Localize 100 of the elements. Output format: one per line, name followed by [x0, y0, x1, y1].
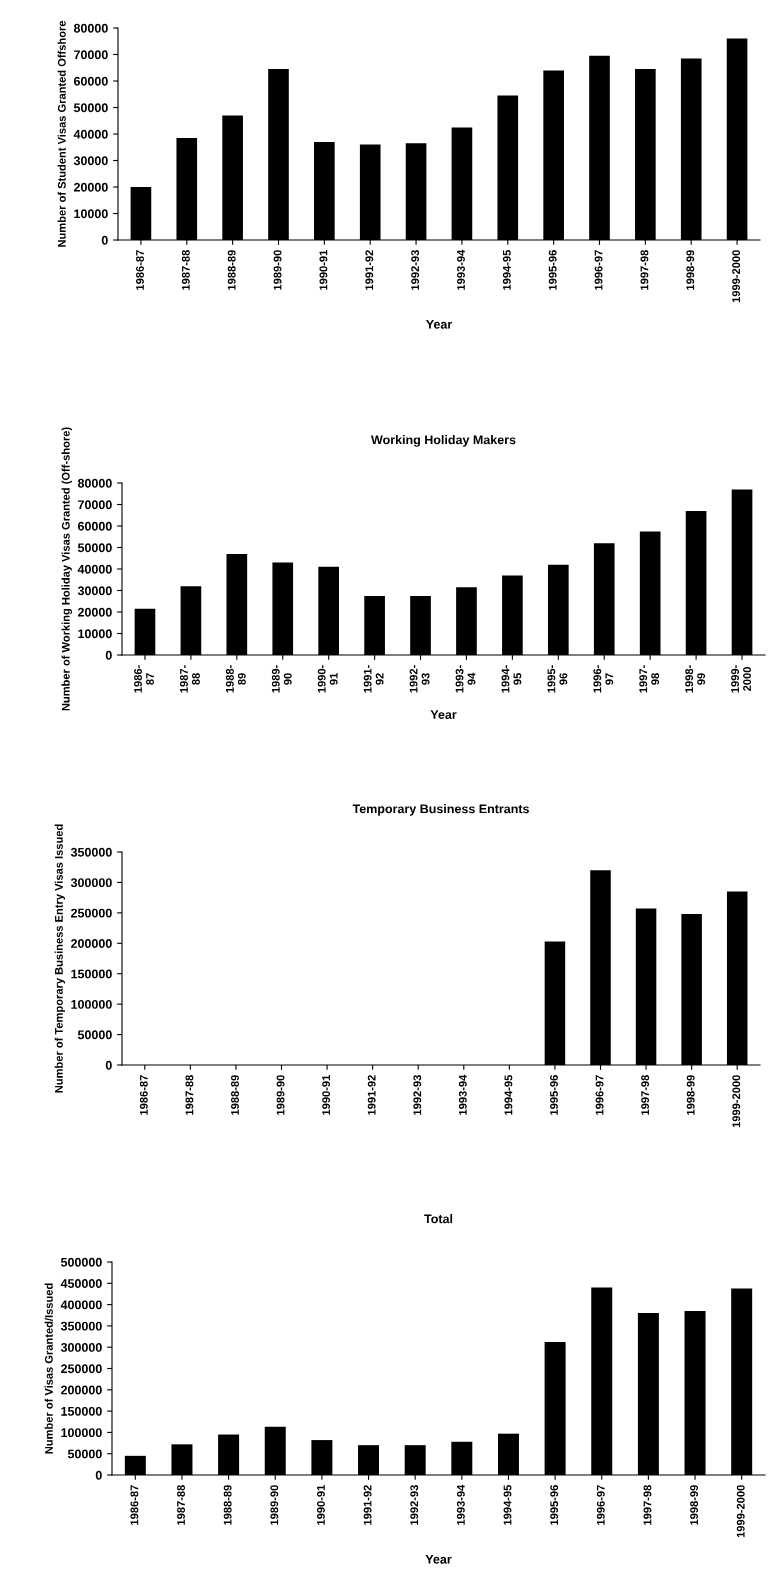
x-tick-label: 1991-92: [367, 1075, 376, 1115]
x-tick-label: 1992- 93: [409, 665, 430, 693]
x-tick-label: 1996-97: [596, 1485, 605, 1525]
y-tick-label: 20000: [73, 182, 108, 192]
x-tick-label: 1991-92: [363, 1485, 372, 1525]
x-tick-label: 1988-89: [227, 250, 236, 290]
x-tick-label: 1986-87: [139, 1075, 148, 1115]
y-tick-label: 60000: [73, 76, 108, 86]
x-tick-label: 1997-98: [643, 1485, 652, 1525]
y-tick-label: 150000: [61, 1406, 102, 1416]
x-tick-label: 1986-87: [130, 1485, 139, 1525]
x-tick-label: 1995- 96: [547, 665, 568, 693]
x-tick-label: 1996- 97: [593, 665, 614, 693]
x-tick-label: 1993-94: [456, 1484, 465, 1525]
x-axis-title: Year: [425, 1554, 452, 1564]
y-tick-label: 200000: [61, 1385, 102, 1395]
y-tick-label: 50000: [67, 1449, 102, 1459]
x-tick-label: 1989-90: [276, 1075, 285, 1115]
x-tick-label: 1989-90: [273, 250, 282, 290]
y-tick-label: 70000: [78, 500, 112, 510]
x-tick-label: 1986- 87: [134, 665, 154, 693]
x-tick-label: 1990-91: [317, 1485, 325, 1525]
x-axis-title: Year: [426, 319, 453, 329]
x-tick-label: 1990-91: [322, 1075, 331, 1115]
y-tick-label: 40000: [77, 564, 112, 574]
chart-title: Temporary Business Entrants: [352, 804, 529, 816]
x-tick-label: 1992-93: [411, 250, 420, 290]
y-tick-label: 150000: [71, 969, 112, 979]
y-tick-label: 200000: [71, 939, 112, 948]
x-tick-label: 1996-97: [594, 250, 603, 290]
x-tick-label: 1997-98: [641, 1075, 650, 1115]
x-tick-label: 1994- 95: [501, 665, 522, 693]
x-tick-label: 1997- 98: [639, 665, 660, 693]
y-tick-label: 70000: [74, 50, 108, 60]
x-tick-label: 1990-91: [319, 250, 328, 290]
x-tick-label: 1989- 90: [271, 665, 292, 693]
y-tick-label: 80000: [77, 478, 112, 488]
y-tick-label: 10000: [74, 209, 108, 219]
y-tick-label: 250000: [71, 908, 112, 918]
x-tick-label: 1986-87: [136, 250, 144, 290]
chart-title: Total: [424, 1214, 453, 1224]
y-tick-label: 350000: [60, 1321, 102, 1331]
x-tick-label: 1992-93: [413, 1075, 422, 1115]
y-tick-label: 0: [105, 1060, 112, 1070]
x-tick-label: 1993-94: [457, 249, 465, 290]
y-tick-label: 30000: [77, 586, 112, 596]
y-axis-title: Number of Student Visas Granted Offshore: [57, 20, 66, 247]
x-tick-label: 1995-96: [550, 1075, 558, 1115]
y-tick-label: 300000: [70, 878, 112, 888]
x-tick-label: 1995-96: [548, 250, 557, 290]
x-tick-label: 1999-2000: [732, 1075, 741, 1128]
x-tick-label: 1987-88: [185, 1075, 194, 1115]
x-tick-label: 1998-99: [686, 250, 695, 290]
y-axis-title: Number of Working Holiday Visas Granted (Off-shore): [61, 427, 72, 711]
x-tick-label: 1988-89: [231, 1075, 239, 1115]
x-tick-label: 1987-88: [181, 250, 190, 290]
y-tick-label: 350000: [70, 847, 112, 857]
x-tick-label: 1994-95: [502, 250, 511, 290]
x-tick-label: 1994-95: [503, 1485, 512, 1525]
y-tick-label: 10000: [78, 629, 112, 639]
x-tick-label: 1991-92: [365, 250, 374, 290]
x-tick-label: 1996-97: [595, 1075, 604, 1115]
x-tick-label: 1999-2000: [736, 1485, 745, 1538]
y-tick-label: 30000: [73, 156, 108, 166]
x-tick-label: 1999-2000: [732, 250, 741, 303]
y-tick-label: 100000: [71, 999, 112, 1009]
x-tick-label: 1997-98: [640, 250, 649, 290]
x-tick-label: 1999- 2000: [731, 665, 751, 693]
y-tick-label: 0: [101, 235, 108, 245]
y-tick-label: 50000: [73, 103, 108, 113]
x-tick-label: 1990- 91: [317, 665, 338, 693]
y-tick-label: 40000: [73, 129, 108, 139]
chart-title: Working Holiday Makers: [371, 435, 516, 447]
x-axis-title: Year: [430, 710, 457, 719]
x-tick-label: 1989-90: [270, 1485, 279, 1525]
y-tick-label: 60000: [77, 521, 112, 531]
x-tick-label: 1998-99: [686, 1075, 695, 1115]
x-tick-label: 1993- 94: [455, 665, 476, 693]
y-tick-label: 300000: [60, 1343, 102, 1352]
x-tick-label: 1988- 89: [225, 665, 246, 693]
x-tick-label: 1993-94: [458, 1074, 467, 1115]
y-axis-title: Number of Visas Granted/Issued: [44, 1283, 53, 1454]
x-tick-label: 1994-95: [504, 1075, 513, 1115]
y-tick-label: 250000: [61, 1364, 102, 1374]
y-tick-label: 0: [105, 650, 112, 660]
x-tick-label: 1995-96: [550, 1485, 559, 1525]
x-tick-label: 1988-89: [223, 1485, 232, 1525]
y-tick-label: 100000: [61, 1428, 102, 1438]
y-tick-label: 20000: [77, 607, 112, 617]
x-tick-label: 1998-99: [690, 1485, 699, 1525]
y-tick-label: 450000: [60, 1279, 102, 1288]
y-tick-label: 500000: [60, 1257, 102, 1267]
x-tick-label: 1998- 99: [685, 665, 706, 693]
y-tick-label: 50000: [77, 543, 112, 553]
y-tick-label: 50000: [77, 1030, 112, 1040]
x-tick-label: 1987-88: [177, 1485, 185, 1525]
x-tick-label: 1991- 92: [363, 665, 384, 693]
x-tick-label: 1987- 88: [180, 665, 200, 693]
y-tick-label: 0: [95, 1470, 102, 1480]
y-tick-label: 80000: [73, 23, 108, 33]
